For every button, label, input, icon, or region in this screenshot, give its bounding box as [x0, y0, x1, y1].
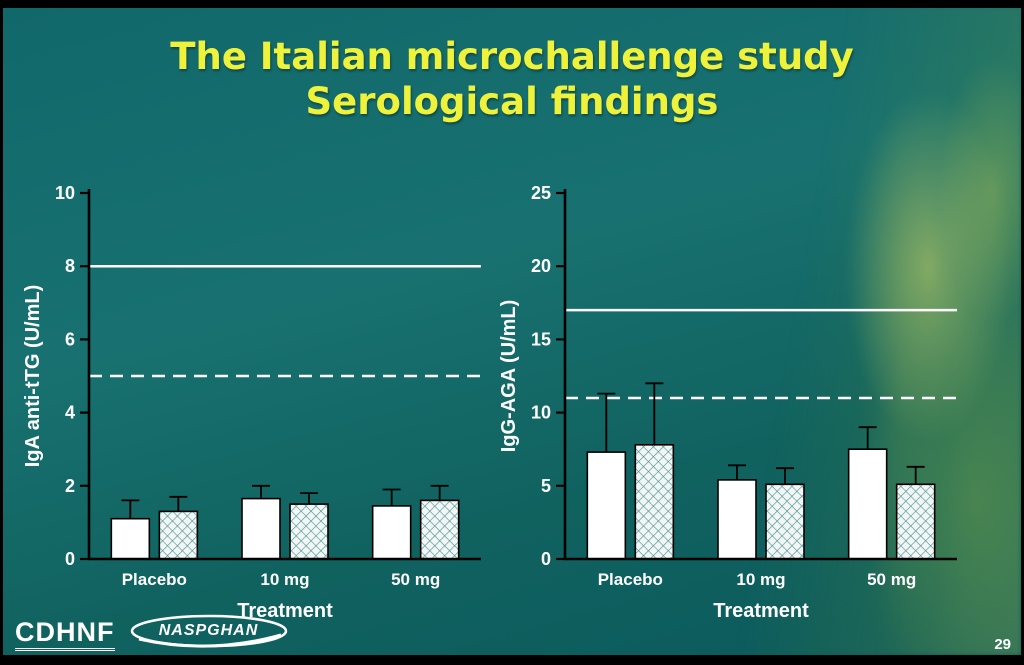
naspghan-swoosh-icon [130, 614, 287, 648]
naspghan-logo-text: NASPGHAN [158, 622, 259, 639]
igg-aga-chart: Placebo 10 mg 50 mg 0 5 10 15 20 25 Treatment IgG-… [495, 179, 965, 639]
svg-text:50 mg: 50 mg [391, 570, 440, 589]
svg-text:Placebo: Placebo [122, 570, 187, 589]
slide-title-line1: The Italian microchallenge study [170, 35, 854, 78]
iga-anti-ttg-chart-svg: Placebo 10 mg 50 mg 0 2 4 6 8 10 Treatment IgA ant… [22, 183, 481, 622]
svg-text:Treatment: Treatment [237, 600, 333, 622]
svg-text:4: 4 [65, 403, 75, 423]
slide-page-number: 29 [994, 636, 1011, 653]
slide-title-line2: Serological findings [305, 80, 719, 124]
svg-text:8: 8 [65, 256, 75, 276]
svg-text:IgA anti-tTG (U/mL): IgA anti-tTG (U/mL) [22, 285, 44, 468]
cdhnf-logo: CDHNF [15, 617, 115, 651]
svg-text:50 mg: 50 mg [867, 570, 916, 589]
svg-text:2: 2 [65, 476, 75, 496]
svg-text:5: 5 [541, 476, 551, 496]
slide-title: The Italian microchallenge study Serolog… [3, 34, 1021, 124]
svg-text:Placebo: Placebo [598, 570, 663, 589]
svg-text:10 mg: 10 mg [260, 570, 309, 589]
svg-text:20: 20 [531, 256, 551, 276]
svg-text:6: 6 [65, 329, 75, 349]
svg-text:15: 15 [531, 329, 551, 349]
svg-text:Treatment: Treatment [713, 600, 809, 622]
svg-text:0: 0 [65, 549, 75, 569]
svg-text:0: 0 [541, 549, 551, 569]
naspghan-logo: NASPGHAN [129, 611, 289, 651]
svg-text:10: 10 [531, 403, 551, 423]
svg-text:25: 25 [531, 183, 551, 203]
svg-text:10 mg: 10 mg [736, 570, 785, 589]
svg-text:10: 10 [55, 183, 75, 203]
footer-logos: CDHNF NASPGHAN [15, 603, 289, 651]
iga-anti-ttg-chart: Placebo 10 mg 50 mg 0 2 4 6 8 10 Treatment IgA ant… [19, 179, 489, 639]
igg-aga-chart-svg: Placebo 10 mg 50 mg 0 5 10 15 20 25 Treatment IgG-… [498, 183, 957, 622]
svg-text:IgG-AGA (U/mL): IgG-AGA (U/mL) [498, 300, 520, 453]
